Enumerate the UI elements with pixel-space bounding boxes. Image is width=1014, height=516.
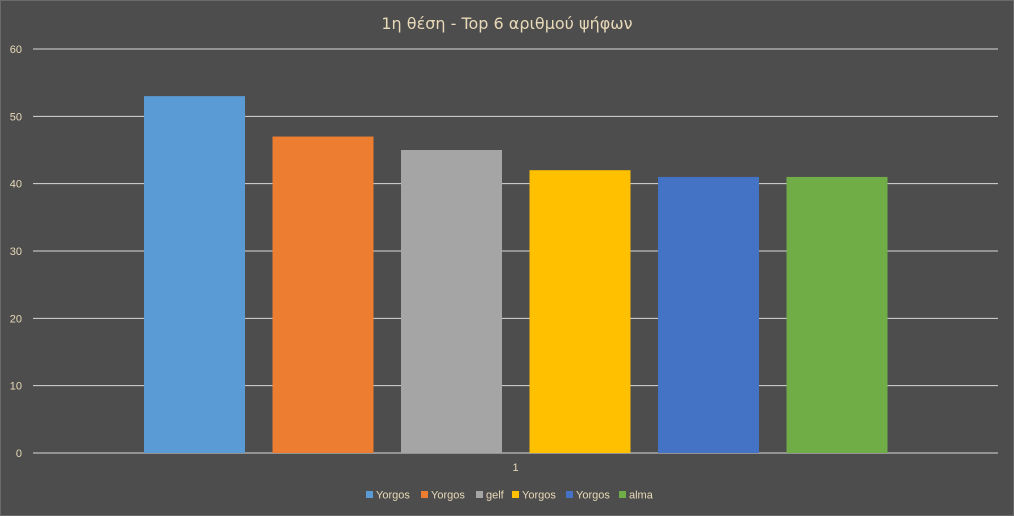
- legend-item: Yorgos: [512, 490, 556, 502]
- y-tick-label: 40: [10, 179, 22, 191]
- bars: [144, 96, 888, 454]
- x-tick-label: 1: [512, 462, 518, 474]
- legend-swatch: [619, 491, 626, 498]
- legend-label: Yorgos: [376, 490, 410, 502]
- bar-5: [658, 176, 759, 453]
- legend: Yorgos Yorgos gelf Yorgos Yorgos alma: [366, 490, 654, 502]
- bar-6: [786, 176, 888, 453]
- legend-swatch: [366, 491, 373, 498]
- legend-label: gelf: [486, 490, 505, 502]
- chart-title: 1η θέση - Top 6 αριθμού ψήφων: [381, 14, 632, 33]
- y-tick-label: 20: [10, 313, 22, 325]
- y-tick-label: 50: [10, 111, 22, 123]
- legend-item: Yorgos: [366, 490, 410, 502]
- bar-1: [144, 96, 245, 453]
- legend-swatch: [421, 491, 428, 498]
- legend-swatch: [476, 491, 483, 498]
- x-axis-tick-labels: 1: [512, 462, 518, 474]
- legend-item: gelf: [476, 490, 505, 502]
- bar-2: [272, 136, 374, 454]
- y-tick-label: 0: [16, 448, 22, 460]
- y-tick-label: 10: [10, 381, 22, 393]
- y-axis-tick-labels: 0 10 20 30 40 50 60: [10, 44, 22, 460]
- legend-swatch: [512, 491, 519, 498]
- legend-label: alma: [629, 490, 654, 502]
- legend-item: alma: [619, 490, 654, 502]
- legend-item: Yorgos: [566, 490, 610, 502]
- legend-item: Yorgos: [421, 490, 465, 502]
- legend-label: Yorgos: [522, 490, 556, 502]
- bar-4: [529, 170, 631, 453]
- y-tick-label: 30: [10, 246, 22, 258]
- y-tick-label: 60: [10, 44, 22, 56]
- legend-label: Yorgos: [431, 490, 465, 502]
- legend-label: Yorgos: [576, 490, 610, 502]
- bar-3: [401, 150, 502, 453]
- legend-swatch: [566, 491, 573, 498]
